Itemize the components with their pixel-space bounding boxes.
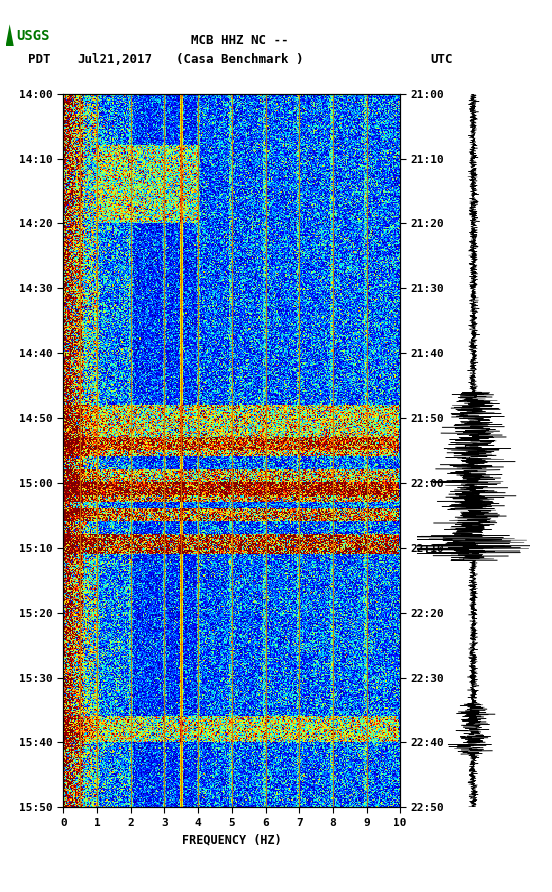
Text: MCB HHZ NC --: MCB HHZ NC -- <box>192 34 289 46</box>
X-axis label: FREQUENCY (HZ): FREQUENCY (HZ) <box>182 833 282 847</box>
Text: Jul21,2017: Jul21,2017 <box>77 54 152 66</box>
Polygon shape <box>6 24 14 46</box>
Text: (Casa Benchmark ): (Casa Benchmark ) <box>177 54 304 66</box>
Text: UTC: UTC <box>431 54 453 66</box>
Text: PDT: PDT <box>28 54 50 66</box>
Text: USGS: USGS <box>17 29 50 44</box>
